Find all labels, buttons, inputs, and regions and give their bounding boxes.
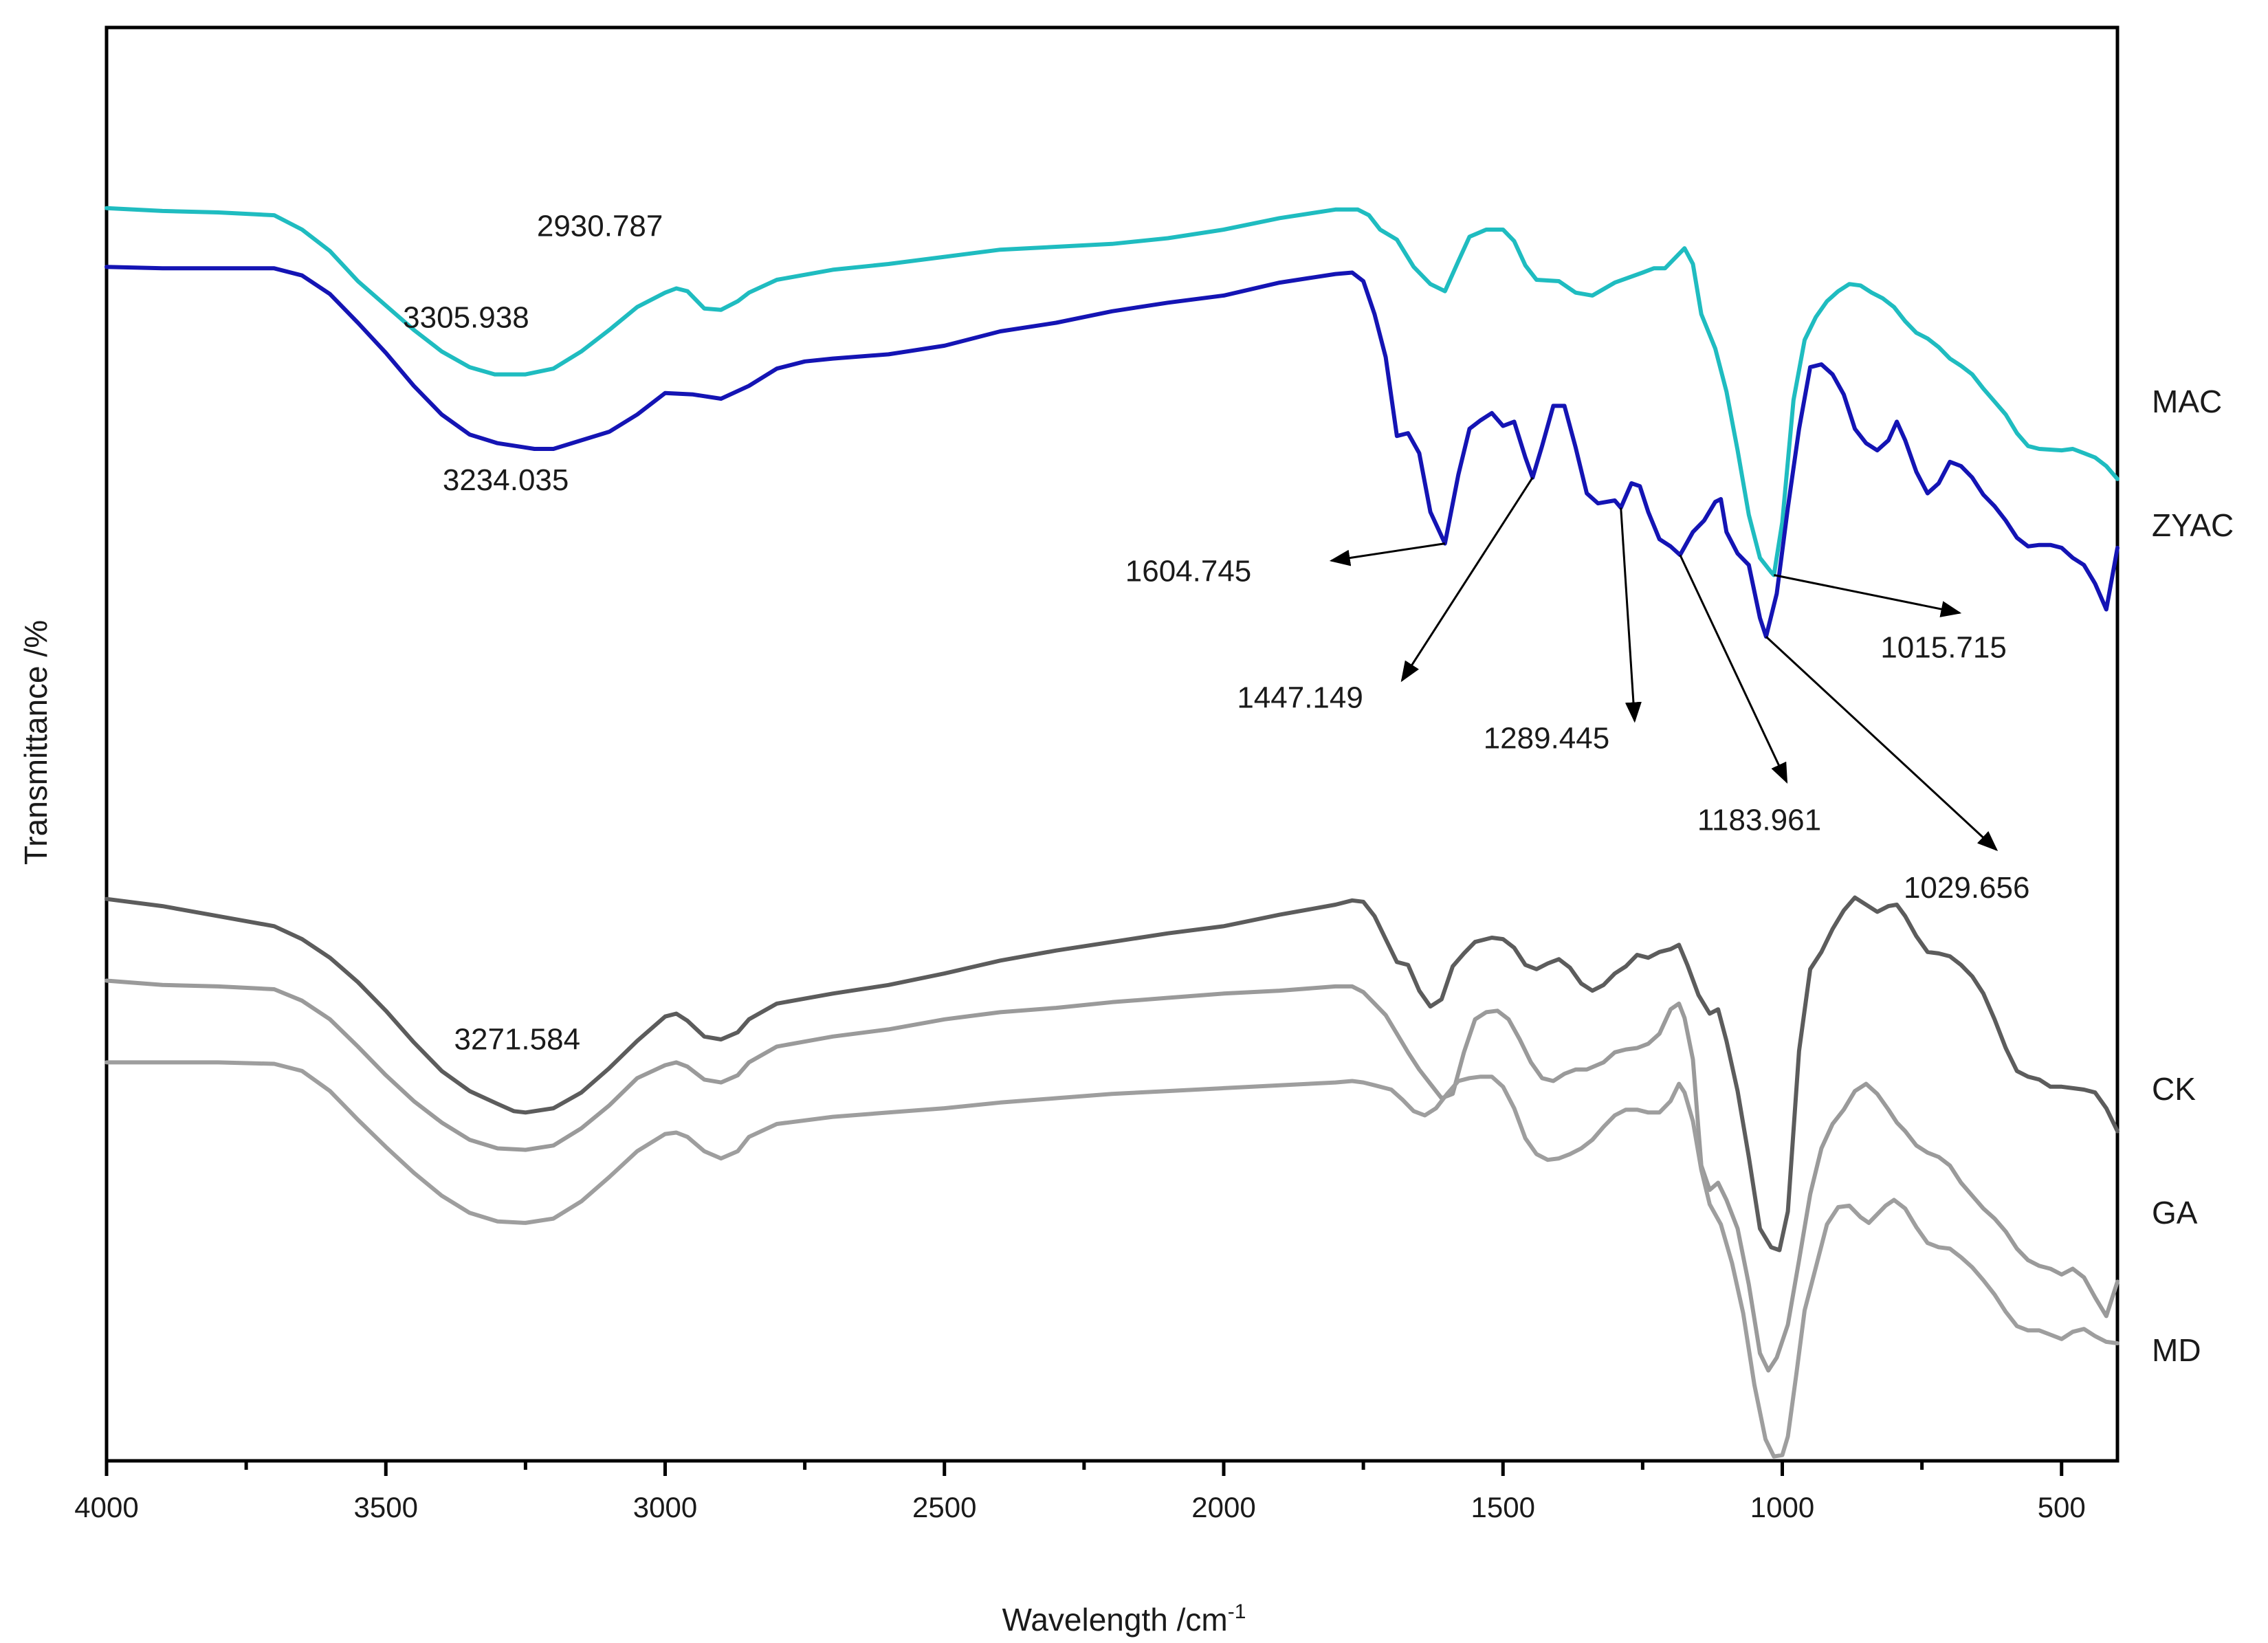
series-line-md [104,1060,2120,1459]
annotation-label-2930-787: 2930.787 [537,210,663,243]
x-tick-label-500: 500 [2038,1491,2086,1523]
series-label-ck: CK [2152,1071,2196,1107]
series-label-zyac: ZYAC [2152,507,2234,543]
x-tick-label-1500: 1500 [1471,1491,1535,1523]
x-tick-label-3000: 3000 [633,1491,697,1523]
series-label-md: MD [2152,1332,2201,1368]
annotation-arrow-1604-745 [1329,542,1445,566]
plot-frame [104,25,2120,1463]
x-tick-label-1000: 1000 [1750,1491,1814,1523]
x-tick-label-2500: 2500 [912,1491,976,1523]
annotation-arrow-1015-715 [1774,574,1962,617]
annotation-label-1604-745: 1604.745 [1125,555,1252,588]
x-tick-label-4000: 4000 [74,1491,138,1523]
series-labels: MAC ZYAC CK GA MD [2152,384,2234,1368]
x-axis-title: Wavelength /cm-1 [1002,1600,1246,1638]
annotation-label-1015-715: 1015.715 [1880,630,2007,664]
series-line-ga [104,978,2120,1373]
peak-annotations: 2930.787 3305.938 3234.035 1604.745 1447.149… [403,210,2029,1057]
annotation-label-3271-584: 3271.584 [454,1022,581,1056]
x-axis-title-superscript: -1 [1228,1600,1246,1623]
annotation-arrow-1029-656 [1765,636,1999,852]
annotation-arrow-1447-149 [1400,476,1534,683]
series-layer [104,206,2120,1459]
annotation-label-1447-149: 1447.149 [1237,681,1363,715]
annotation-label-3234-035: 3234.035 [443,463,569,497]
annotation-label-1029-656: 1029.656 [1904,871,2030,905]
x-axis-ticks: 4000 3500 3000 2500 2000 1500 1000 500 [74,1461,2086,1523]
series-label-ga: GA [2152,1195,2198,1231]
annotation-arrow-1183-961 [1679,554,1788,784]
x-tick-label-3500: 3500 [354,1491,418,1523]
y-axis-title: Transmittance /% [18,620,54,865]
series-line-mac [104,206,2120,577]
annotation-label-1183-961: 1183.961 [1697,803,1821,837]
annotation-arrow-1289-445 [1620,507,1642,723]
series-line-ck [104,895,2120,1253]
series-line-zyac [104,265,2120,639]
x-tick-label-2000: 2000 [1191,1491,1255,1523]
series-label-mac: MAC [2152,384,2222,419]
annotation-label-3305-938: 3305.938 [403,301,529,335]
annotation-label-1289-445: 1289.445 [1484,721,1610,755]
